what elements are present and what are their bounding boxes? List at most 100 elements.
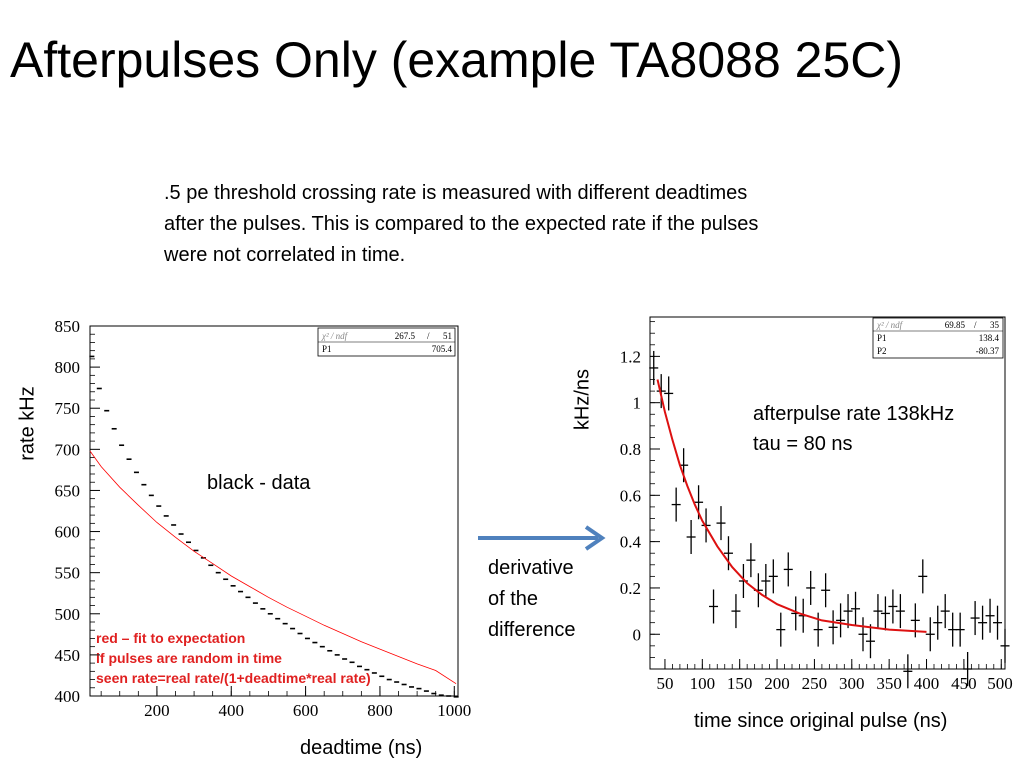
right-data-point (1000, 628, 1010, 663)
right-data-point (970, 601, 980, 636)
right-x-tick-label: 500 (987, 674, 1013, 693)
right-y-axis-label: kHz/ns (571, 368, 594, 431)
arrow-label-line: of the (488, 588, 539, 610)
right-data-point (851, 591, 861, 626)
right-y-tick-label: 0.6 (620, 486, 641, 505)
right-data-point (993, 605, 1003, 640)
description: .5 pe threshold crossing rate is measure… (164, 178, 884, 271)
left-stats-chi2: 267.5 (395, 331, 416, 341)
left-x-tick-label: 400 (219, 701, 245, 720)
right-data-point (828, 610, 838, 645)
right-data-point (783, 552, 793, 587)
red-note-line: seen rate=real rate/(1+deadtime*real rat… (96, 670, 371, 686)
right-data-point (768, 559, 778, 594)
left-y-tick-label: 650 (55, 481, 81, 500)
right-data-point (836, 603, 846, 638)
right-chart-ticks: 0 0.2 0.4 0.6 0.8 1 1.2 50 100 150 200 250 300 350 400… (620, 321, 1013, 693)
left-y-tick-label: 600 (55, 523, 81, 542)
left-y-tick-label: 500 (55, 605, 81, 624)
right-x-tick-label: 400 (914, 674, 940, 693)
right-data-point (865, 624, 875, 659)
right-data-point (716, 506, 726, 541)
right-x-tick-label: 300 (839, 674, 865, 693)
right-chart-annotation: tau = 80 ns (753, 433, 853, 455)
right-data-point (925, 617, 935, 652)
left-y-tick-label: 700 (55, 440, 81, 459)
right-stats-sep: / (974, 320, 977, 330)
description-line: .5 pe threshold crossing rate is measure… (164, 182, 748, 204)
right-data-point (858, 617, 868, 652)
left-y-tick-label: 850 (55, 317, 81, 336)
right-data-point (664, 376, 674, 411)
right-data-point (709, 589, 719, 624)
right-data-point (933, 605, 943, 640)
right-chart-annotation: afterpulse rate 138kHz (753, 403, 955, 425)
left-x-tick-label: 200 (144, 701, 170, 720)
right-stats-ndf: 35 (990, 320, 1000, 330)
right-data-point (880, 596, 890, 631)
right-y-tick-label: 0 (633, 625, 642, 644)
left-chart-fit-line (89, 450, 457, 685)
right-data-point (903, 654, 913, 689)
right-y-tick-label: 0.8 (620, 440, 641, 459)
red-note-line: if pulses are random in time (96, 650, 282, 666)
right-stats-chi2: 69.85 (945, 320, 966, 330)
right-chart-points (649, 350, 1010, 689)
arrow-label-line: difference (488, 619, 576, 641)
right-chart-fit-curve (656, 379, 927, 633)
right-stats-p1-label: P1 (877, 333, 887, 343)
left-chart-frame (89, 325, 459, 697)
right-x-tick-label: 250 (802, 674, 828, 693)
right-x-tick-label: 450 (951, 674, 977, 693)
right-data-point (738, 564, 748, 598)
right-x-tick-label: 50 (656, 674, 673, 693)
right-data-point (723, 536, 733, 571)
right-data-point (978, 605, 988, 640)
right-data-point (821, 573, 831, 608)
left-stats-p1: 705.4 (432, 344, 453, 354)
left-x-axis-label: deadtime (ns) (300, 737, 423, 759)
right-data-point (656, 374, 666, 409)
right-data-point (731, 594, 741, 629)
left-y-axis-label: rate kHz (16, 386, 39, 461)
right-data-point (746, 543, 756, 578)
red-note-line: red – fit to expectation (96, 630, 246, 646)
left-y-tick-label: 400 (55, 687, 81, 706)
right-data-point (843, 594, 853, 629)
right-x-tick-label: 350 (876, 674, 902, 693)
left-chart-points (89, 355, 459, 698)
right-data-point (806, 570, 816, 605)
right-chart-frame (649, 316, 1006, 670)
right-data-point (873, 594, 883, 629)
right-data-point (940, 594, 950, 629)
right-stats-p2: -80.37 (976, 346, 1000, 356)
right-stats-chi2-label: χ² / ndf (876, 320, 904, 330)
left-x-tick-label: 800 (367, 701, 393, 720)
left-stats-chi2-label: χ² / ndf (321, 331, 349, 341)
right-data-point (895, 594, 905, 629)
right-data-point (963, 652, 973, 686)
arrow-label-line: derivative (488, 557, 574, 579)
right-y-tick-label: 0.2 (620, 579, 641, 598)
right-stats-p2-label: P2 (877, 346, 887, 356)
right-data-point (888, 589, 898, 624)
left-chart-annotation: black - data (207, 472, 311, 494)
left-y-tick-label: 450 (55, 646, 81, 665)
right-data-point (985, 598, 995, 633)
description-line: were not correlated in time. (164, 244, 406, 266)
right-data-point (686, 520, 696, 554)
left-chart-ticks: 400 450 500 550 600 650 700 750 800 850 200 400 600 8… (55, 317, 472, 720)
right-stats-box (872, 317, 1004, 359)
right-data-point (671, 487, 681, 522)
left-chart-red-note: red – fit to expectation if pulses are r… (96, 628, 371, 688)
left-y-tick-label: 550 (55, 564, 81, 583)
right-y-tick-label: 0.4 (620, 533, 642, 552)
right-y-tick-label: 1.2 (620, 347, 641, 366)
right-x-axis-label: time since original pulse (ns) (694, 710, 948, 732)
arrow-head-icon (584, 525, 606, 551)
right-stats-p1: 138.4 (979, 333, 1000, 343)
description-line: after the pulses. This is compared to th… (164, 213, 759, 235)
right-data-point (649, 350, 659, 385)
left-stats-sep: / (427, 331, 430, 341)
